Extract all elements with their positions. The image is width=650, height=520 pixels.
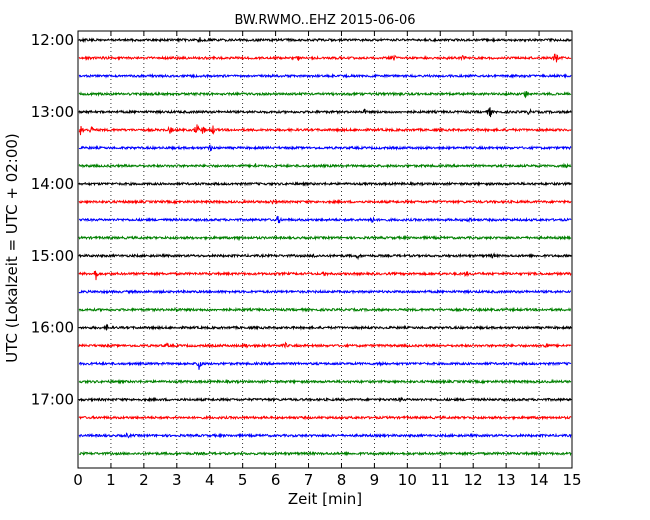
x-tick-label: 6 — [271, 471, 281, 489]
trace-1345 — [78, 162, 572, 169]
x-axis-label: Zeit [min] — [288, 490, 362, 508]
x-tick-label: 4 — [205, 471, 215, 489]
x-tick-label: 8 — [337, 471, 347, 489]
trace-1515 — [78, 270, 572, 281]
trace-1700 — [78, 396, 572, 403]
y-tick-label: 16:00 — [31, 319, 74, 337]
x-tick-label: 5 — [238, 471, 248, 489]
trace-1300 — [78, 107, 572, 118]
x-tick-label: 14 — [530, 471, 549, 489]
trace-1330 — [78, 144, 572, 152]
x-tick-label: 3 — [172, 471, 182, 489]
trace-1400 — [78, 180, 572, 187]
trace-1200 — [78, 37, 572, 44]
trace-1230 — [78, 72, 572, 79]
y-tick-label: 12:00 — [31, 31, 74, 49]
trace-1215 — [78, 53, 572, 63]
y-tick-label: 17:00 — [31, 391, 74, 409]
x-tick-label: 12 — [464, 471, 483, 489]
grid-lines — [110, 31, 540, 468]
x-tick-label: 15 — [562, 471, 581, 489]
seismic-traces — [78, 37, 572, 457]
y-tick-label: 14:00 — [31, 175, 74, 193]
trace-1500 — [78, 252, 572, 261]
chart-title: BW.RWMO..EHZ 2015-06-06 — [234, 13, 415, 28]
x-tick-label: 0 — [73, 471, 83, 489]
trace-1430 — [78, 215, 572, 224]
trace-1745 — [78, 450, 572, 457]
trace-1600 — [78, 323, 572, 331]
x-tick-label: 10 — [398, 471, 417, 489]
trace-1445 — [78, 234, 572, 241]
x-tick-label: 1 — [106, 471, 116, 489]
x-tick-label: 11 — [431, 471, 450, 489]
trace-1245 — [78, 90, 572, 99]
trace-1715 — [78, 414, 572, 421]
trace-1630 — [78, 360, 572, 370]
x-tick-label: 13 — [497, 471, 516, 489]
trace-1315 — [78, 124, 572, 136]
axis-ticks: 0 1 2 3 4 5 6 7 8 9 10 11 12 13 14 1512:0013:0014:0015:… — [31, 31, 582, 489]
trace-1545 — [78, 306, 572, 313]
y-tick-label: 15:00 — [31, 247, 74, 265]
x-tick-label: 9 — [370, 471, 380, 489]
y-tick-label: 13:00 — [31, 103, 74, 121]
trace-1530 — [78, 288, 572, 295]
trace-1730 — [78, 432, 572, 439]
y-axis-label: UTC (Lokalzeit = UTC + 02:00) — [3, 133, 21, 363]
trace-1415 — [78, 198, 572, 205]
trace-1645 — [78, 378, 572, 385]
plot-area-frame — [77, 30, 573, 469]
x-tick-label: 2 — [139, 471, 149, 489]
x-tick-label: 7 — [304, 471, 314, 489]
trace-1615 — [78, 341, 572, 349]
